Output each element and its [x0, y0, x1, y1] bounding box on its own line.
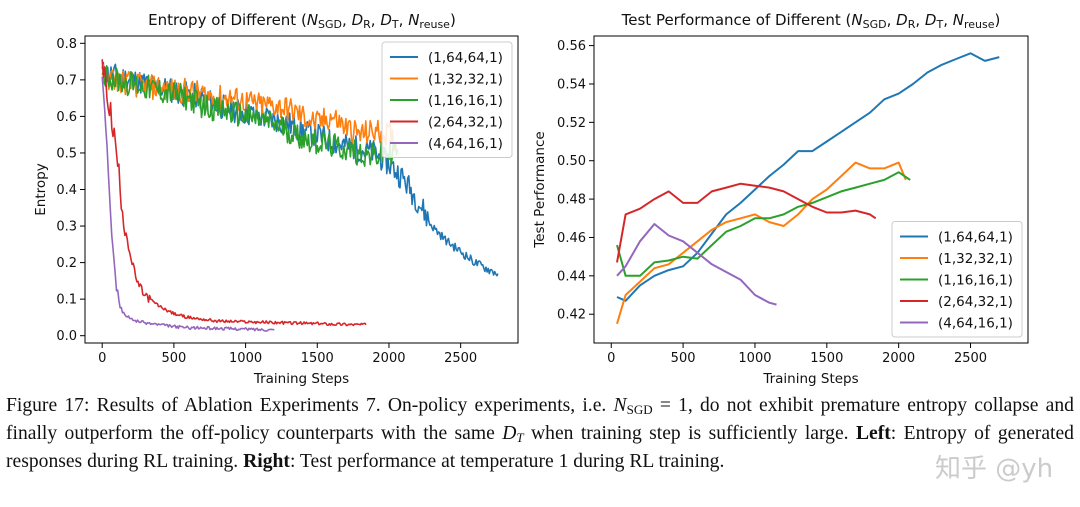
- x-tick-label: 2000: [882, 351, 915, 366]
- x-tick-label: 1500: [301, 351, 334, 366]
- y-tick-label: 0.50: [557, 154, 586, 169]
- legend-label: (2,64,32,1): [938, 294, 1013, 310]
- figure-label: Figure 17:: [6, 395, 90, 416]
- nsgd-subscript: SGD: [626, 402, 653, 417]
- y-tick-label: 0.0: [56, 329, 77, 344]
- y-tick-label: 0.44: [557, 269, 586, 284]
- chart-title: Test Performance of Different (NSGD, DR,…: [621, 11, 1001, 31]
- y-tick-label: 0.7: [56, 73, 77, 88]
- right-label: Right: [243, 451, 290, 472]
- x-tick-label: 1500: [810, 351, 843, 366]
- y-tick-label: 0.48: [557, 193, 586, 208]
- chart-title: Entropy of Different (NSGD, DR, DT, Nreu…: [148, 11, 456, 31]
- legend-label: (1,32,32,1): [428, 72, 503, 88]
- x-tick-label: 0: [607, 351, 615, 366]
- legend-label: (1,16,16,1): [428, 93, 503, 109]
- test-performance-chart: Test Performance of Different (NSGD, DR,…: [532, 11, 1029, 387]
- series-line: [101, 59, 367, 327]
- y-tick-label: 0.1: [56, 293, 77, 308]
- y-tick-label: 0.4: [56, 183, 77, 198]
- caption-text-2: do not exhibit premature entropy collaps…: [6, 395, 1074, 444]
- x-tick-label: 2500: [444, 351, 477, 366]
- legend-box: [891, 221, 1023, 338]
- plot-frame: [593, 35, 1029, 344]
- y-tick-label: 0.46: [557, 231, 586, 246]
- figure-caption: Figure 17: Results of Ablation Experimen…: [6, 394, 1074, 474]
- x-tick-label: 1000: [738, 351, 771, 366]
- x-tick-label: 2000: [372, 351, 405, 366]
- nsgd-symbol: N: [613, 395, 627, 416]
- x-axis-label: Training Steps: [762, 371, 858, 387]
- caption-text-3: when training step is sufficiently large…: [531, 423, 849, 444]
- zhihu-watermark: 知乎 @yh: [935, 454, 1054, 484]
- y-tick-label: 0.54: [557, 77, 586, 92]
- y-tick-label: 0.52: [557, 116, 586, 131]
- y-tick-label: 0.2: [56, 256, 77, 271]
- y-tick-label: 0.8: [56, 37, 77, 52]
- y-tick-label: 0.56: [557, 39, 586, 54]
- x-tick-label: 500: [671, 351, 696, 366]
- right-text: : Test performance at temperature 1 duri…: [289, 451, 725, 472]
- series-line: [616, 182, 877, 263]
- caption-paragraph: Figure 17: Results of Ablation Experimen…: [6, 394, 1074, 474]
- legend-label: (4,64,16,1): [938, 316, 1013, 332]
- series-line: [101, 65, 399, 167]
- y-tick-label: 0.42: [557, 308, 586, 323]
- y-axis-label: Entropy: [33, 163, 49, 215]
- series-line: [101, 64, 397, 152]
- x-axis-label: Training Steps: [253, 371, 349, 387]
- legend-label: (1,16,16,1): [938, 273, 1013, 289]
- series-line: [616, 52, 1000, 302]
- y-tick-label: 0.5: [56, 146, 77, 161]
- x-tick-label: 1000: [229, 351, 262, 366]
- legend-label: (1,64,64,1): [428, 50, 503, 66]
- series-line: [616, 171, 911, 277]
- legend-label: (1,64,64,1): [938, 230, 1013, 246]
- series-line: [616, 223, 777, 306]
- y-axis-label: Test Performance: [532, 131, 548, 248]
- left-label: Left: [855, 423, 891, 444]
- entropy-chart: Entropy of Different (NSGD, DR, DT, Nreu…: [33, 11, 519, 387]
- y-tick-label: 0.3: [56, 220, 77, 235]
- ablation-figure: Entropy of Different (NSGD, DR, DT, Nreu…: [33, 11, 1029, 387]
- y-tick-label: 0.6: [56, 110, 77, 125]
- x-tick-label: 0: [98, 351, 106, 366]
- legend-label: (2,64,32,1): [428, 115, 503, 131]
- nsgd-equals: = 1,: [659, 395, 693, 416]
- caption-title: Results of Ablation Experiments 7.: [96, 395, 381, 416]
- left-text: : Entropy of generated responses during …: [6, 423, 1074, 472]
- legend-label: (4,64,16,1): [428, 136, 503, 152]
- x-tick-label: 2500: [954, 351, 987, 366]
- x-tick-label: 500: [161, 351, 186, 366]
- caption-text-1: On-policy experiments, i.e.: [387, 395, 607, 416]
- dt-symbol: D: [502, 423, 517, 444]
- legend-box: [381, 41, 513, 158]
- series-line: [101, 76, 275, 332]
- legend-label: (1,32,32,1): [938, 251, 1013, 267]
- dt-subscript: T: [516, 430, 524, 445]
